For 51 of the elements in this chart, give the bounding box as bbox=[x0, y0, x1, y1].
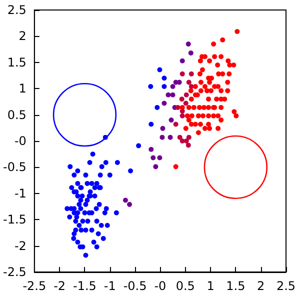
point bbox=[186, 42, 191, 47]
y-tick-label: 0.5 bbox=[7, 108, 26, 122]
point bbox=[175, 104, 180, 110]
x-tick-label: 2.5 bbox=[276, 279, 296, 293]
y-tick-label: 2.5 bbox=[7, 3, 26, 17]
y-tick-label: -0.5 bbox=[2, 160, 26, 174]
point bbox=[179, 96, 184, 102]
point bbox=[170, 92, 176, 98]
point bbox=[150, 155, 156, 160]
y-tick-label: 1 bbox=[18, 82, 26, 96]
point bbox=[186, 134, 192, 140]
point bbox=[180, 113, 185, 118]
point bbox=[168, 118, 174, 123]
x-tick-label: -0.5 bbox=[123, 279, 147, 293]
y-tick-label: 1.5 bbox=[7, 55, 26, 70]
y-tick-label: -2 bbox=[14, 238, 26, 253]
x-tick-label: -2 bbox=[54, 279, 66, 293]
point bbox=[166, 92, 171, 98]
point bbox=[180, 71, 185, 76]
point bbox=[157, 155, 162, 160]
point bbox=[188, 50, 194, 56]
point bbox=[184, 92, 189, 98]
point bbox=[180, 58, 185, 64]
point bbox=[162, 100, 167, 106]
y-tick-label: -1 bbox=[14, 186, 26, 200]
point bbox=[183, 100, 188, 106]
point bbox=[188, 71, 194, 76]
point bbox=[148, 146, 154, 152]
point bbox=[173, 122, 178, 127]
point bbox=[153, 164, 158, 170]
point bbox=[127, 202, 132, 207]
x-tick-label: -1 bbox=[104, 279, 116, 293]
y-tick-label: -1.5 bbox=[2, 212, 26, 227]
y-tick-label: -2.5 bbox=[2, 265, 26, 279]
point bbox=[186, 142, 191, 148]
y-tick-label: 2 bbox=[18, 29, 26, 44]
x-tick-label: 1 bbox=[206, 279, 214, 293]
x-tick-label: 2 bbox=[257, 279, 265, 293]
point bbox=[160, 134, 165, 140]
point bbox=[184, 138, 189, 144]
x-tick-label: -0 bbox=[154, 279, 166, 293]
point bbox=[177, 134, 182, 140]
x-tick-label: 0.5 bbox=[176, 279, 195, 293]
point bbox=[168, 134, 173, 140]
y-tick-label: -0 bbox=[14, 134, 26, 148]
point bbox=[122, 198, 128, 203]
x-tick-label: 1.5 bbox=[226, 279, 246, 293]
point bbox=[160, 126, 166, 131]
point bbox=[170, 84, 176, 90]
point bbox=[186, 80, 192, 85]
x-tick-label: -1.5 bbox=[73, 279, 96, 293]
